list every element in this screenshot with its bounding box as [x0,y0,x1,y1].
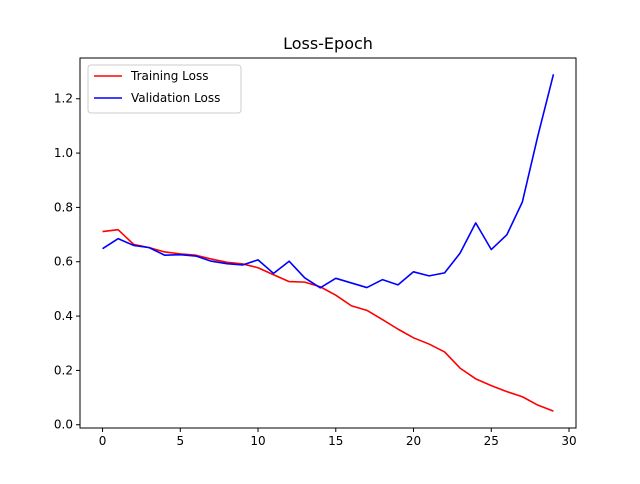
plot-area-frame [79,57,577,429]
x-tick-label: 5 [176,434,184,448]
series-layer [102,74,555,412]
x-tick-label: 20 [406,434,421,448]
y-tick-label: 0.2 [54,363,73,377]
series-line-validation-loss [102,74,555,289]
series-line-training-loss [102,228,554,412]
chart-title: Loss-Epoch [283,34,373,53]
y-tick-label: 0.4 [54,309,73,323]
legend-box [87,64,242,114]
x-tick-label: 30 [561,434,576,448]
legend: Training Loss Validation Loss [87,64,242,114]
y-tick-label: 0.0 [54,418,73,432]
x-tick-label: 10 [250,434,265,448]
y-tick-label: 0.6 [54,255,73,269]
y-axis-ticks: 0.0 0.2 0.4 0.6 0.8 1.0 1.2 [54,92,80,432]
legend-label: Validation Loss [131,91,220,105]
x-tick-label: 25 [484,434,499,448]
x-tick-label: 0 [99,434,107,448]
y-tick-label: 0.8 [54,200,73,214]
y-tick-label: 1.2 [54,92,73,106]
x-tick-label: 15 [328,434,343,448]
legend-label: Training Loss [130,69,208,83]
y-tick-label: 1.0 [54,146,73,160]
x-axis-ticks: 0 5 10 15 20 25 30 [99,428,577,448]
